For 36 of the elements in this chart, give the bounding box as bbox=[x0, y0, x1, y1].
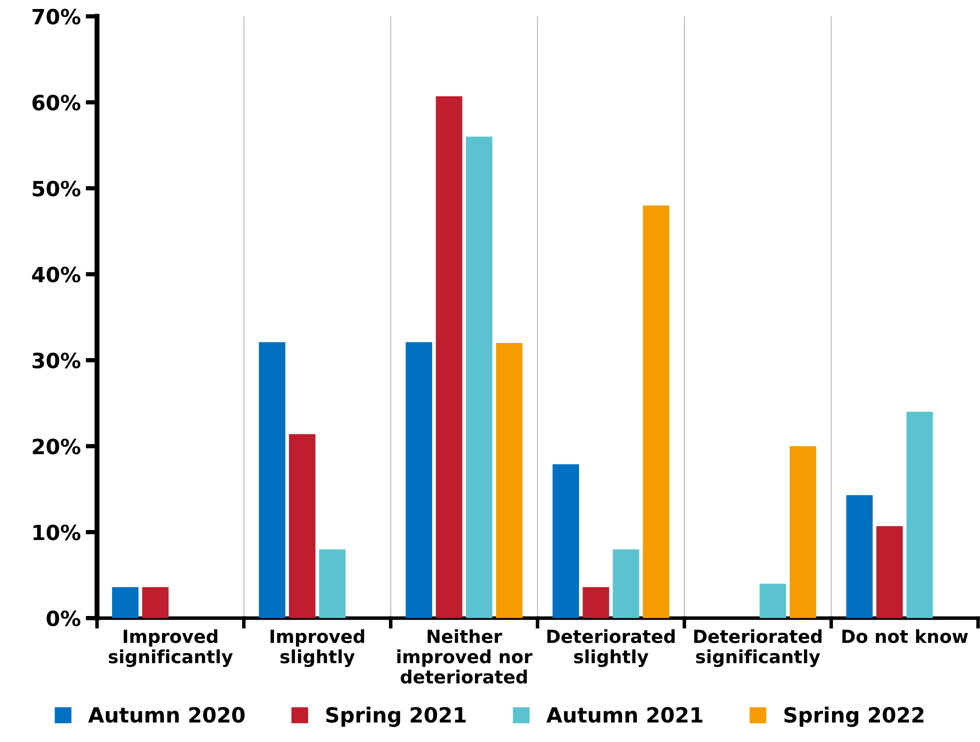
bar bbox=[760, 584, 786, 618]
bar bbox=[496, 342, 522, 618]
bar bbox=[319, 549, 346, 618]
x-tick-label: Improved slightly bbox=[270, 629, 364, 668]
bar bbox=[876, 526, 903, 618]
bar bbox=[142, 587, 169, 618]
bar bbox=[406, 342, 432, 618]
x-tick-label: Deteriorated slightly bbox=[547, 629, 675, 668]
legend-label: Autumn 2020 bbox=[88, 707, 245, 723]
y-tick-label: 40% bbox=[32, 266, 80, 282]
x-tick-label: Neither improved nor deteriorated bbox=[397, 629, 532, 684]
y-tick-label: 70% bbox=[32, 8, 80, 25]
y-tick-label: 50% bbox=[32, 180, 80, 196]
bar bbox=[466, 136, 492, 618]
bar bbox=[612, 549, 640, 618]
bar bbox=[258, 342, 286, 618]
y-tick-label: 0% bbox=[46, 610, 80, 626]
x-tick-label: Improved significantly bbox=[108, 629, 233, 668]
legend-label: Spring 2021 bbox=[326, 706, 466, 727]
legend-label: Autumn 2021 bbox=[546, 707, 702, 723]
bar bbox=[289, 434, 316, 618]
bar bbox=[582, 587, 610, 618]
legend-label: Spring 2022 bbox=[784, 706, 924, 727]
bar bbox=[906, 412, 933, 618]
y-tick-label: 30% bbox=[32, 352, 80, 368]
bar bbox=[552, 464, 580, 618]
bar bbox=[790, 446, 816, 618]
y-tick-label: 10% bbox=[34, 524, 80, 540]
y-tick-label: 20% bbox=[32, 438, 80, 454]
x-tick-label: Deteriorated significantly bbox=[694, 629, 822, 668]
bar bbox=[112, 587, 138, 618]
y-tick-label: 60% bbox=[32, 94, 80, 110]
bar bbox=[642, 205, 670, 618]
x-tick-label: Do not know bbox=[842, 629, 968, 644]
bar bbox=[436, 96, 462, 618]
bar bbox=[846, 495, 873, 618]
